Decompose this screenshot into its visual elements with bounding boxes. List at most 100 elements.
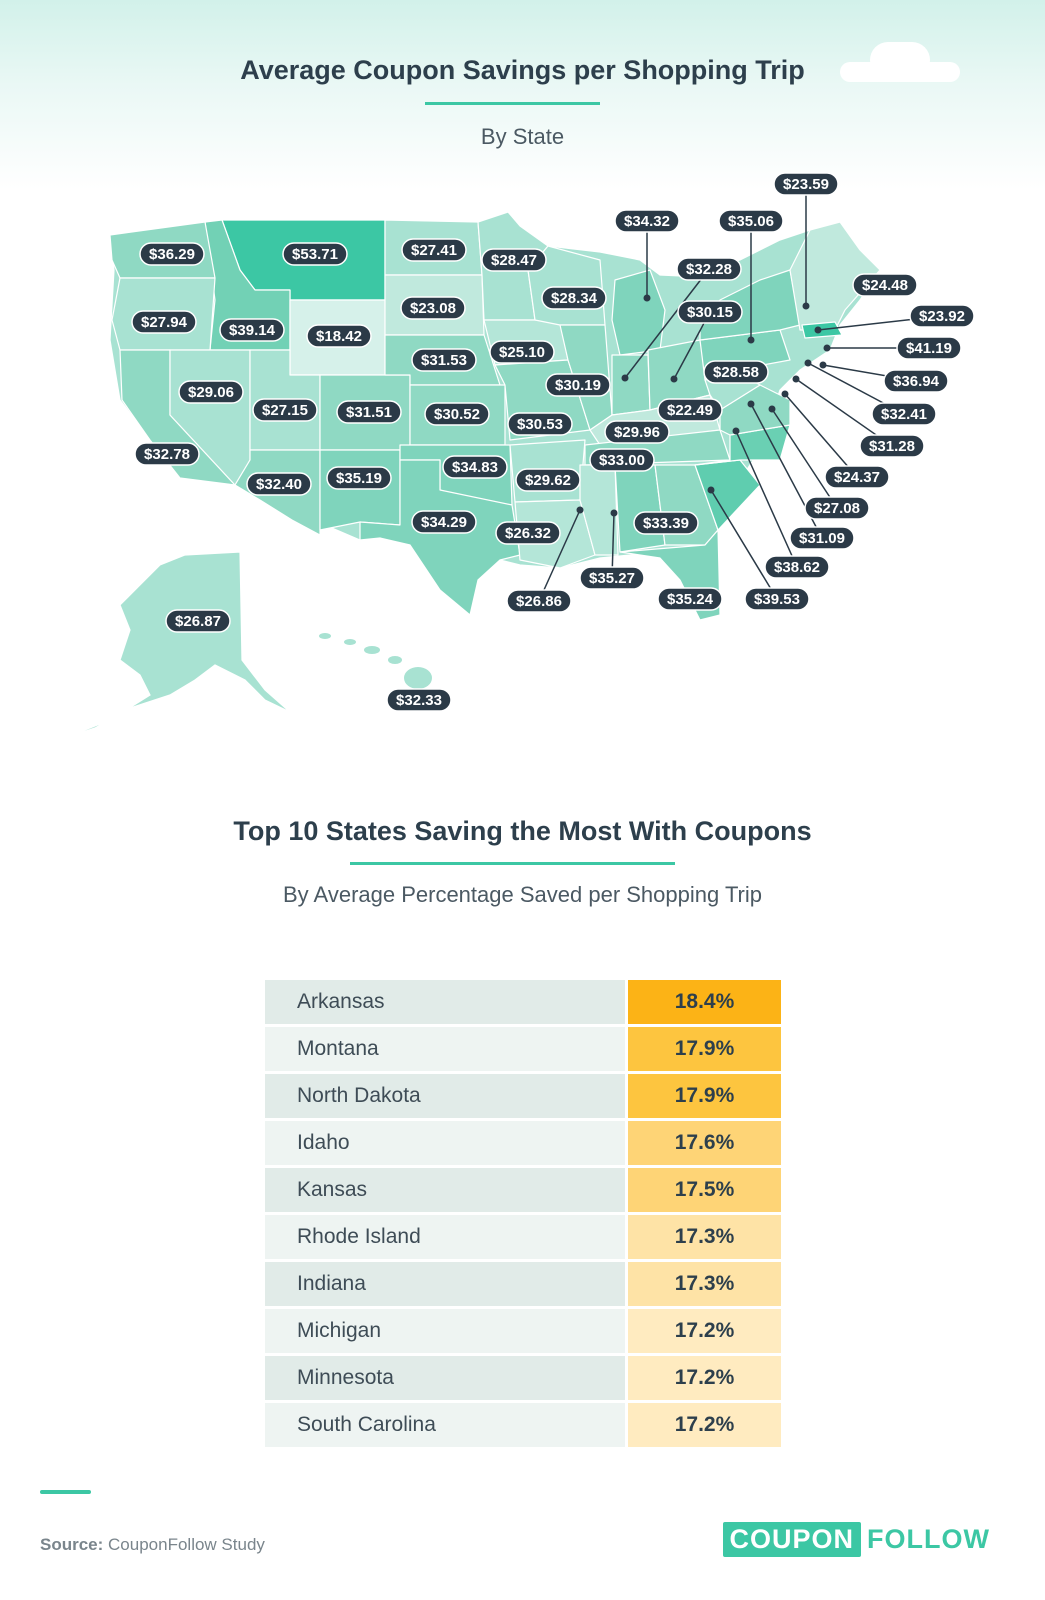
value-pill bbox=[852, 273, 918, 297]
value-label-minnesota: $28.47 bbox=[481, 248, 547, 272]
leader-dot-new-hampshire bbox=[814, 326, 822, 334]
value-pill bbox=[676, 257, 742, 281]
value-label-west-virginia: $28.58 bbox=[703, 360, 769, 384]
value-label-kansas: $30.52 bbox=[424, 402, 490, 426]
value-label-iowa: $25.10 bbox=[489, 340, 555, 364]
value-text: $23.08 bbox=[410, 300, 456, 317]
us-choropleth-map: $36.29 $27.94 $32.78 $29.06 $39.14 $53.71 $18.… bbox=[64, 172, 975, 739]
value-pill bbox=[489, 340, 555, 364]
value-text: $29.62 bbox=[525, 472, 571, 489]
value-pill bbox=[871, 402, 937, 426]
value-text: $26.86 bbox=[516, 593, 562, 610]
top-ten-table: Arkansas 18.4% Montana 17.9% North Dakota 17.… bbox=[265, 980, 781, 1450]
value-label-new-hampshire: $23.92 bbox=[909, 304, 975, 328]
leader-dot-michigan bbox=[643, 294, 651, 302]
value-label-missouri: $30.53 bbox=[507, 412, 573, 436]
couponfollow-logo: COUPON FOLLOW bbox=[722, 1521, 990, 1557]
value-pill bbox=[442, 455, 508, 479]
value-pill bbox=[657, 398, 723, 422]
table-percent: 18.4% bbox=[628, 980, 781, 1024]
value-label-south-carolina: $39.53 bbox=[744, 587, 810, 611]
table-state-name: Arkansas bbox=[265, 980, 625, 1024]
value-text: $35.06 bbox=[728, 213, 774, 230]
leader-line-indiana bbox=[624, 268, 710, 379]
value-pill bbox=[824, 465, 890, 489]
sky-header-background bbox=[0, 0, 1045, 190]
value-pill bbox=[252, 398, 318, 422]
value-text: $33.39 bbox=[643, 515, 689, 532]
table-percent: 17.9% bbox=[628, 1027, 781, 1071]
value-pill bbox=[400, 296, 466, 320]
value-pill bbox=[401, 238, 467, 262]
value-text: $24.48 bbox=[862, 277, 908, 294]
value-pill bbox=[545, 373, 611, 397]
alaska-shape bbox=[64, 551, 291, 739]
hawaii-shape bbox=[319, 633, 432, 689]
value-text: $39.14 bbox=[229, 322, 276, 339]
value-label-pennsylvania: $33.00 bbox=[589, 448, 655, 472]
table-row: Minnesota 17.2% bbox=[265, 1356, 781, 1400]
value-pill bbox=[506, 589, 572, 613]
value-pill bbox=[386, 688, 452, 712]
value-text: $39.53 bbox=[754, 591, 800, 608]
value-pill bbox=[306, 324, 372, 348]
value-label-new-york: $35.06 bbox=[718, 209, 784, 233]
value-label-colorado: $31.51 bbox=[336, 400, 402, 424]
value-text: $34.32 bbox=[624, 213, 670, 230]
table-title-underline bbox=[350, 862, 675, 865]
value-text: $35.27 bbox=[589, 570, 635, 587]
value-text: $23.59 bbox=[783, 176, 829, 193]
value-label-new-jersey: $31.28 bbox=[859, 434, 925, 458]
value-pill bbox=[139, 242, 205, 266]
value-label-south-dakota: $23.08 bbox=[400, 296, 466, 320]
source-rule bbox=[40, 1490, 91, 1494]
value-text: $28.34 bbox=[551, 290, 598, 307]
value-pill bbox=[718, 209, 784, 233]
leader-dot-massachusetts bbox=[823, 344, 831, 352]
value-label-virginia: $31.09 bbox=[789, 526, 855, 550]
leader-line-delaware bbox=[784, 393, 858, 478]
value-text: $18.42 bbox=[316, 328, 362, 345]
value-pill bbox=[657, 587, 723, 611]
value-label-wyoming: $18.42 bbox=[306, 324, 372, 348]
table-row: South Carolina 17.2% bbox=[265, 1403, 781, 1447]
table-state-name: Indiana bbox=[265, 1262, 625, 1306]
value-label-north-carolina: $38.62 bbox=[764, 555, 830, 579]
value-text: $27.41 bbox=[411, 242, 457, 259]
value-text: $30.19 bbox=[555, 377, 601, 394]
value-pill bbox=[896, 336, 962, 360]
value-text: $31.28 bbox=[869, 438, 915, 455]
value-text: $34.29 bbox=[421, 514, 467, 531]
state-texas bbox=[359, 459, 521, 616]
table-percent: 17.6% bbox=[628, 1121, 781, 1165]
value-text: $32.41 bbox=[881, 406, 927, 423]
table-percent: 17.9% bbox=[628, 1074, 781, 1118]
value-text: $35.19 bbox=[336, 470, 382, 487]
value-label-indiana: $32.28 bbox=[676, 257, 742, 281]
value-pill bbox=[859, 434, 925, 458]
value-pill bbox=[589, 448, 655, 472]
value-pill bbox=[764, 555, 830, 579]
value-pill bbox=[131, 310, 197, 334]
value-text: $30.52 bbox=[434, 406, 480, 423]
value-text: $41.19 bbox=[906, 340, 952, 357]
value-text: $30.15 bbox=[687, 304, 733, 321]
table-state-name: Montana bbox=[265, 1027, 625, 1071]
logo-coupon: COUPON bbox=[722, 1521, 862, 1557]
value-text: $30.53 bbox=[517, 416, 563, 433]
value-label-nevada: $29.06 bbox=[178, 380, 244, 404]
value-pill bbox=[326, 466, 392, 490]
value-label-arizona: $32.40 bbox=[246, 472, 312, 496]
value-text: $22.49 bbox=[667, 402, 713, 419]
source-note: Source: CouponFollow Study bbox=[40, 1535, 265, 1555]
source-text: CouponFollow Study bbox=[108, 1535, 265, 1554]
value-pill bbox=[773, 172, 839, 196]
value-label-utah: $27.15 bbox=[252, 398, 318, 422]
value-text: $38.62 bbox=[774, 559, 820, 576]
value-pill bbox=[883, 369, 949, 393]
leader-line-maryland bbox=[771, 408, 838, 509]
value-text: $32.28 bbox=[686, 261, 732, 278]
leader-line-mississippi bbox=[538, 509, 581, 602]
table-row: Arkansas 18.4% bbox=[265, 980, 781, 1024]
leader-dot-alabama bbox=[610, 509, 618, 517]
